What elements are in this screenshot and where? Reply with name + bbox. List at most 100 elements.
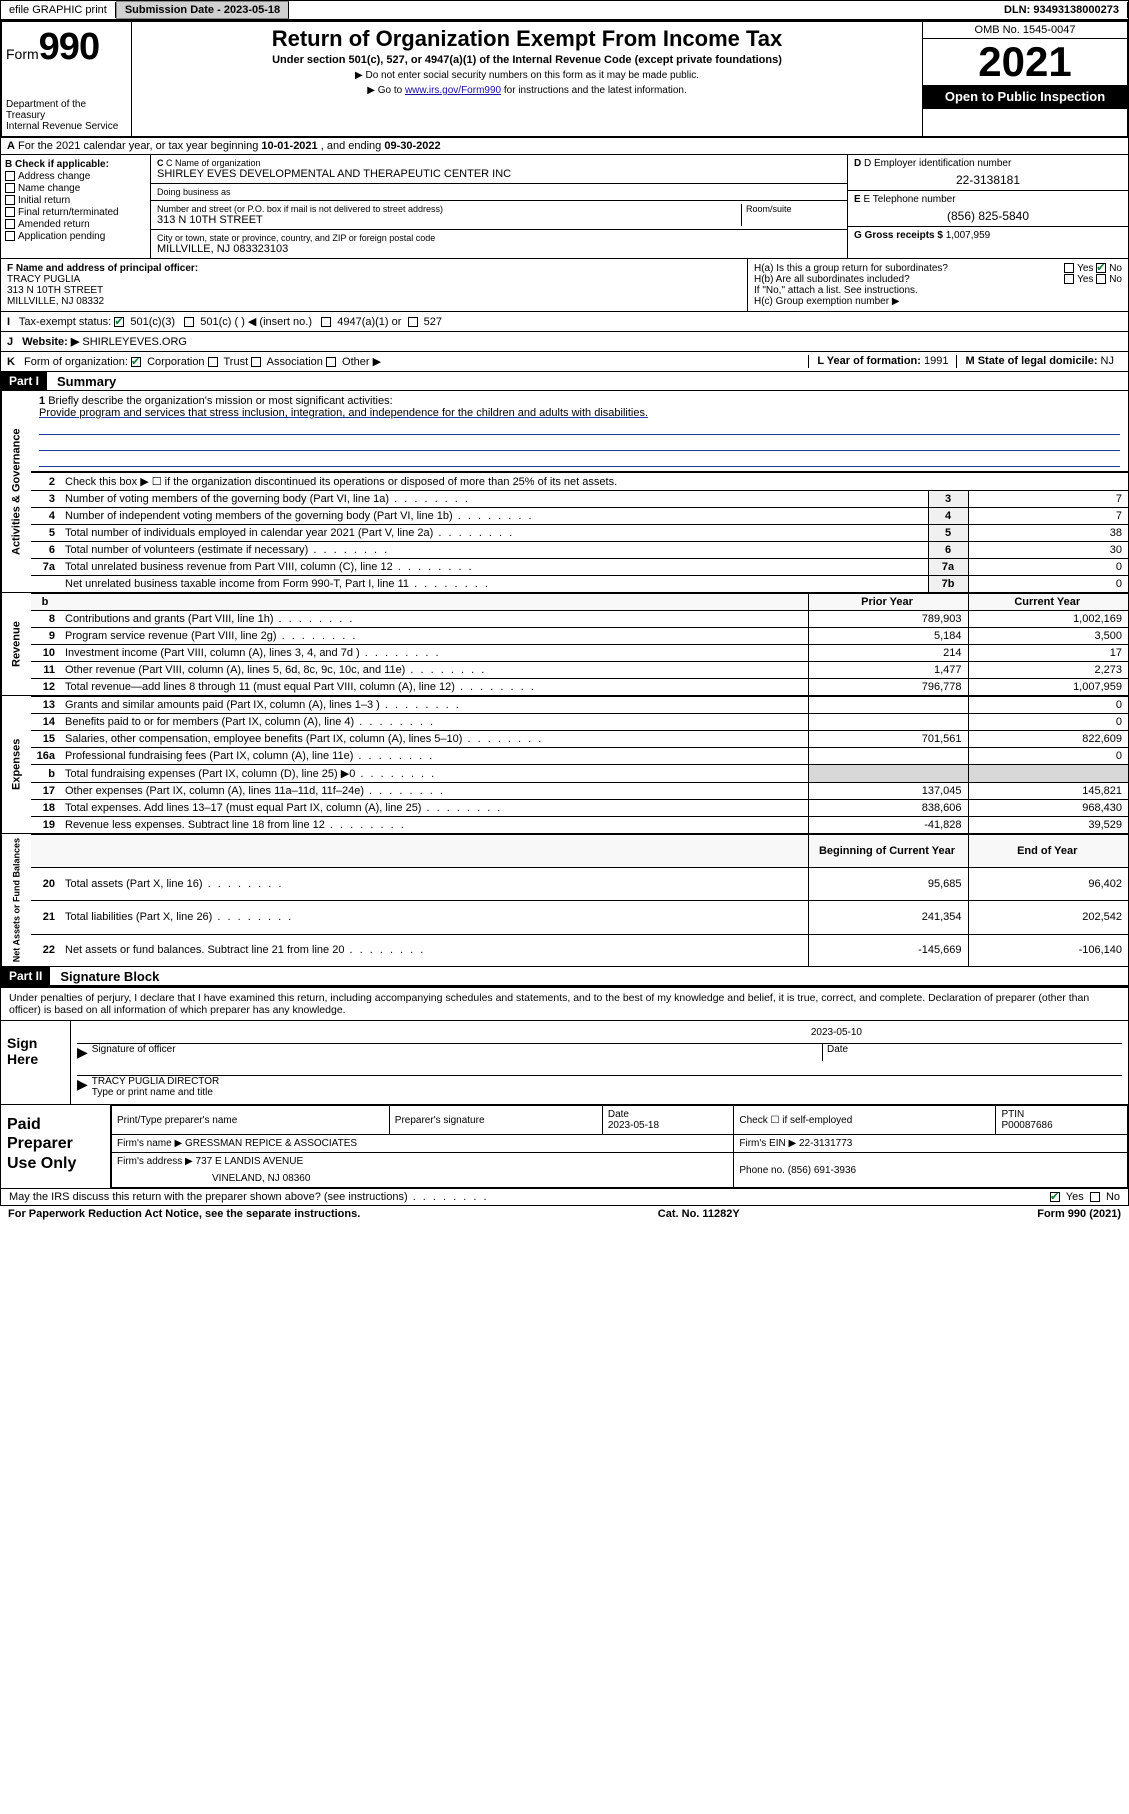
row-num: 16a (31, 748, 61, 765)
row-curr: 1,007,959 (968, 679, 1128, 696)
sig-date: 2023-05-10 (811, 1027, 862, 1038)
ha-no: No (1109, 263, 1122, 274)
chk-hb-yes[interactable] (1064, 274, 1074, 284)
part1-header-row: Part I Summary (0, 372, 1129, 391)
discuss-no: No (1106, 1191, 1120, 1203)
row-num (31, 576, 61, 593)
row-text: Total revenue—add lines 8 through 11 (mu… (61, 679, 808, 696)
table-row: 7a Total unrelated business revenue from… (31, 559, 1128, 576)
box-b: B Check if applicable: Address change Na… (1, 155, 151, 258)
ein-value: 22-3138181 (854, 173, 1122, 187)
firm-name: GRESSMAN REPICE & ASSOCIATES (185, 1138, 357, 1149)
chk-501c3[interactable] (114, 317, 124, 327)
firm-ein: 22-3131773 (799, 1138, 852, 1149)
row-curr: 96,402 (968, 868, 1128, 901)
row-curr: 0 (968, 748, 1128, 765)
row-prior: 241,354 (808, 901, 968, 934)
opt-trust: Trust (223, 356, 248, 368)
opt-corp: Corporation (147, 356, 204, 368)
dba-label: Doing business as (157, 187, 841, 197)
row-prior: 789,903 (808, 611, 968, 628)
mission-block: 1 Briefly describe the organization's mi… (31, 391, 1128, 472)
chk-ha-yes[interactable] (1064, 263, 1074, 273)
chk-initial-return[interactable] (5, 195, 15, 205)
row-text: Total expenses. Add lines 13–17 (must eq… (61, 800, 808, 817)
note2-pre: ▶ Go to (367, 85, 405, 96)
addr-label: Number and street (or P.O. box if mail i… (157, 204, 741, 214)
arrow-icon-2: ▶ (77, 1076, 88, 1098)
revenue-section: Revenue b Prior Year Current Year 8 Cont… (0, 593, 1129, 696)
irs-link[interactable]: www.irs.gov/Form990 (405, 85, 501, 96)
form-subtitle: Under section 501(c), 527, or 4947(a)(1)… (140, 54, 914, 66)
chk-assoc[interactable] (251, 357, 261, 367)
chk-527[interactable] (408, 317, 418, 327)
header-center: Return of Organization Exempt From Incom… (132, 22, 922, 136)
expenses-table: 13 Grants and similar amounts paid (Part… (31, 696, 1128, 833)
chk-address-change[interactable] (5, 171, 15, 181)
lbl-app-pending: Application pending (18, 231, 105, 242)
chk-ha-no[interactable] (1096, 263, 1106, 273)
top-bar: efile GRAPHIC print Submission Date - 20… (0, 0, 1129, 20)
org-name-label: C Name of organization (166, 158, 261, 168)
row-j: J Website: ▶ SHIRLEYEVES.ORG (0, 332, 1129, 352)
row-val: 7 (968, 508, 1128, 525)
chk-hb-no[interactable] (1096, 274, 1106, 284)
row-text: Total unrelated business revenue from Pa… (61, 559, 928, 576)
officer-label: F Name and address of principal officer: (7, 263, 198, 274)
row-text: Total fundraising expenses (Part IX, col… (61, 765, 808, 783)
officer-addr1: 313 N 10TH STREET (7, 285, 103, 296)
box-c: C C Name of organization SHIRLEY EVES DE… (151, 155, 848, 258)
form-number: Form990 (6, 26, 127, 69)
row-curr: 39,529 (968, 817, 1128, 834)
chk-final-return[interactable] (5, 207, 15, 217)
paid-h1: Print/Type preparer's name (112, 1106, 390, 1135)
row-num: 15 (31, 731, 61, 748)
chk-other[interactable] (326, 357, 336, 367)
hb-yes: Yes (1077, 274, 1093, 285)
line2-num: 2 (31, 473, 61, 491)
row-num: 21 (31, 901, 61, 934)
row-box: 7b (928, 576, 968, 593)
row-text: Contributions and grants (Part VIII, lin… (61, 611, 808, 628)
row-curr: 145,821 (968, 783, 1128, 800)
mission-text: Provide program and services that stress… (39, 407, 648, 419)
footer-pra: For Paperwork Reduction Act Notice, see … (8, 1208, 360, 1220)
chk-4947[interactable] (321, 317, 331, 327)
phone-label: E Telephone number (863, 194, 955, 205)
row-text: Other expenses (Part IX, column (A), lin… (61, 783, 808, 800)
chk-corp[interactable] (131, 357, 141, 367)
chk-trust[interactable] (208, 357, 218, 367)
chk-name-change[interactable] (5, 183, 15, 193)
opt-4947: 4947(a)(1) or (337, 316, 401, 328)
side-label-net: Net Assets or Fund Balances (1, 834, 31, 966)
table-row: 19 Revenue less expenses. Subtract line … (31, 817, 1128, 834)
row-val: 7 (968, 491, 1128, 508)
table-row: 16a Professional fundraising fees (Part … (31, 748, 1128, 765)
chk-app-pending[interactable] (5, 231, 15, 241)
row-curr: 17 (968, 645, 1128, 662)
chk-discuss-yes[interactable] (1050, 1192, 1060, 1202)
row-j-lead: J (7, 336, 13, 348)
gross-receipts-value: 1,007,959 (946, 230, 991, 241)
row-num: b (31, 765, 61, 783)
table-row: 12 Total revenue—add lines 8 through 11 … (31, 679, 1128, 696)
opt-527: 527 (424, 316, 442, 328)
row-text: Net assets or fund balances. Subtract li… (61, 934, 808, 966)
chk-amended[interactable] (5, 219, 15, 229)
row-num: 12 (31, 679, 61, 696)
row-text: Number of independent voting members of … (61, 508, 928, 525)
table-row: 13 Grants and similar amounts paid (Part… (31, 697, 1128, 714)
row-text: Salaries, other compensation, employee b… (61, 731, 808, 748)
efile-label: efile GRAPHIC print (1, 2, 116, 18)
row-prior: 95,685 (808, 868, 968, 901)
dept-treasury: Department of the Treasury (6, 99, 127, 121)
row-curr: 822,609 (968, 731, 1128, 748)
row-prior (808, 765, 968, 783)
row-text: Total number of volunteers (estimate if … (61, 542, 928, 559)
year-formation: 1991 (924, 355, 948, 367)
chk-discuss-no[interactable] (1090, 1192, 1100, 1202)
header-right: OMB No. 1545-0047 2021 Open to Public In… (922, 22, 1127, 136)
paid-preparer-grid: Paid Preparer Use Only Print/Type prepar… (1, 1105, 1128, 1189)
chk-501c[interactable] (184, 317, 194, 327)
side-label-revenue: Revenue (1, 593, 31, 695)
